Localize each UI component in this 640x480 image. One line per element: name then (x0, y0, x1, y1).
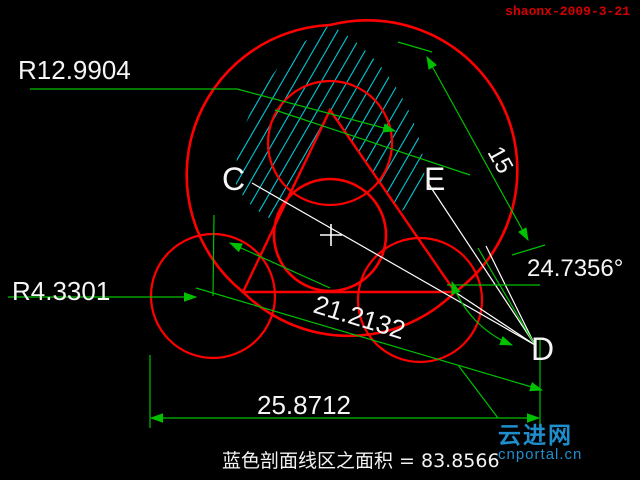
dim-overall-width (149, 338, 541, 428)
lobe-circle-right (356, 236, 484, 364)
lobe-circle-left (149, 232, 277, 360)
watermark-bottom-right: 云进网 cnportal.cn (498, 422, 583, 463)
dim-text-angle: 24.7356° (527, 255, 623, 282)
watermark-cn-text: 云进网 (498, 422, 573, 448)
point-label-E: E (424, 161, 445, 197)
dimension-layer-green (8, 41, 546, 428)
dim-text-R12: R12.9904 (18, 55, 131, 85)
leader-R12 (30, 88, 397, 133)
dim-text-R4: R4.3301 (12, 276, 110, 306)
inner-triangle (241, 107, 458, 294)
hatch-region-cyan (235, 25, 425, 232)
point-label-D: D (531, 331, 554, 367)
dim-15 (397, 41, 546, 256)
dim-text-width: 25.8712 (257, 390, 351, 420)
dim-21 (195, 287, 544, 392)
radius-arrow-left-lobe (212, 214, 331, 297)
lobe-circles (149, 79, 484, 364)
watermark-en-text: cnportal.cn (498, 446, 583, 463)
watermark-top-right: shaonx-2009-3-21 (505, 4, 630, 19)
point-label-C: C (222, 161, 245, 197)
dim-text-15: 15 (482, 142, 519, 178)
lobe-circle-top (266, 79, 394, 207)
area-annotation-text: 蓝色剖面线区之面积 = 83.8566 (222, 450, 500, 472)
dim-angle-24 (447, 247, 540, 346)
